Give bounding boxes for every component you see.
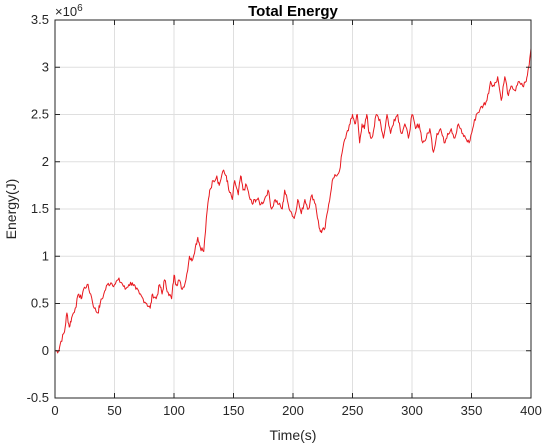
y-tick-label: 2	[42, 154, 49, 169]
series-line-energy	[54, 48, 532, 354]
x-tick-label: 350	[461, 403, 483, 418]
y-tick-label: 0	[42, 343, 49, 358]
y-tick-label: 1	[42, 248, 49, 263]
y-axis-label: Energy(J)	[3, 179, 19, 240]
y-exponent-base: ×10	[55, 4, 77, 19]
x-tick-label: 100	[163, 403, 185, 418]
x-tick-label: 250	[342, 403, 364, 418]
y-tick-label: -0.5	[27, 390, 49, 405]
y-tick-label: 0.5	[31, 296, 49, 311]
chart-title: Total Energy	[248, 3, 338, 20]
y-tick-label: 3.5	[31, 12, 49, 27]
y-exponent-power: 6	[77, 3, 83, 14]
x-tick-label: 300	[401, 403, 423, 418]
data-layer	[54, 48, 532, 354]
y-tick-label: 3	[42, 59, 49, 74]
x-tick-label: 50	[107, 403, 121, 418]
y-exponent-label: ×106	[55, 3, 83, 19]
axis-ticks: 0 50 100 150 200 250 300 350 400-0.500.511.522.5…	[27, 12, 542, 418]
y-tick-label: 2.5	[31, 107, 49, 122]
x-tick-label: 400	[520, 403, 542, 418]
x-tick-label: 150	[223, 403, 245, 418]
x-tick-label: 0	[51, 403, 58, 418]
x-tick-label: 200	[282, 403, 304, 418]
x-axis-label: Time(s)	[270, 427, 317, 443]
y-tick-label: 1.5	[31, 201, 49, 216]
